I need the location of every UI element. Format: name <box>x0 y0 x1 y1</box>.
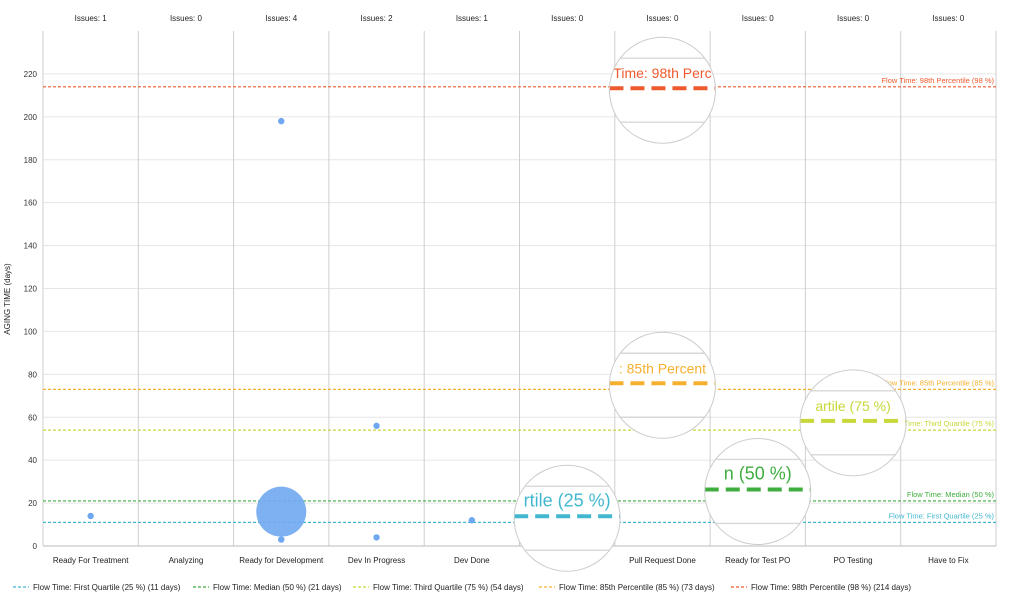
x-category-label: Ready for Development <box>239 556 324 565</box>
y-tick-label: 80 <box>28 370 37 379</box>
data-point <box>373 534 380 541</box>
magnifier-lens: n (50 %) <box>704 438 811 545</box>
magnifier-border <box>608 331 716 439</box>
y-tick-label: 200 <box>24 113 38 122</box>
y-tick-label: 40 <box>28 456 37 465</box>
issue-count-label: Issues: 2 <box>361 14 394 23</box>
data-point <box>87 512 94 520</box>
issue-count-label: Issues: 4 <box>265 14 298 23</box>
legend-label: Flow Time: 98th Percentile (98 %) (214 d… <box>751 583 911 592</box>
legend[interactable]: Flow Time: First Quartile (25 %) (11 day… <box>13 583 911 592</box>
legend-item[interactable]: Flow Time: Median (50 %) (21 days) <box>193 583 342 592</box>
y-tick-label: 60 <box>28 413 37 422</box>
magnifier-border <box>704 437 812 545</box>
y-tick-label: 100 <box>24 327 38 336</box>
data-point <box>373 422 380 430</box>
data-point <box>278 536 285 543</box>
x-category-label: Pull Request Done <box>629 556 696 565</box>
x-category-label: Have to Fix <box>928 556 968 565</box>
x-category-label: Ready for Test PO <box>725 556 790 565</box>
y-tick-label: 140 <box>24 242 38 251</box>
reference-line-label: Flow Time: Third Quartile (75 %) <box>886 419 994 428</box>
magnifier-lens: : 85th Percent <box>609 332 716 439</box>
magnifier-border <box>608 36 716 144</box>
y-tick-label: 220 <box>24 70 38 79</box>
legend-item[interactable]: Flow Time: 98th Percentile (98 %) (214 d… <box>731 583 911 592</box>
legend-item[interactable]: Flow Time: First Quartile (25 %) (11 day… <box>13 583 181 592</box>
magnifier-overlays: rtile (25 %) n (50 %) artile (75 %) : 85th … <box>513 36 907 572</box>
axes: 0 20 40 60 80 100 120 140 160 180 200 220 Ready For … <box>24 14 996 565</box>
issue-count-label: Issues: 0 <box>837 14 870 23</box>
magnifier-label: : 85th Percent <box>619 360 706 376</box>
y-tick-label: 0 <box>33 542 38 551</box>
y-tick-label: 120 <box>24 285 38 294</box>
data-points <box>87 117 476 543</box>
magnifier-border <box>513 464 621 572</box>
issue-count-label: Issues: 0 <box>932 14 965 23</box>
grid <box>42 31 997 546</box>
legend-label: Flow Time: 85th Percentile (85 %) (73 da… <box>559 583 715 592</box>
issue-count-label: Issues: 1 <box>75 14 108 23</box>
x-category-label: Dev In Progress <box>348 556 405 565</box>
legend-label: Flow Time: Third Quartile (75 %) (54 day… <box>373 583 524 592</box>
reference-line-label: Flow Time: First Quartile (25 %) <box>889 511 995 520</box>
magnifier-lens: rtile (25 %) <box>514 465 621 572</box>
x-category-label: PO Testing <box>834 556 873 565</box>
y-tick-label: 180 <box>24 156 38 165</box>
issue-count-label: Issues: 0 <box>551 14 584 23</box>
issue-count-label: Issues: 1 <box>456 14 489 23</box>
magnifier-lens: Time: 98th Perc <box>609 37 716 144</box>
x-category-label: Analyzing <box>169 556 204 565</box>
legend-label: Flow Time: Median (50 %) (21 days) <box>213 583 342 592</box>
issue-count-label: Issues: 0 <box>646 14 679 23</box>
legend-label: Flow Time: First Quartile (25 %) (11 day… <box>33 583 181 592</box>
x-category-label: Ready For Treatment <box>53 556 129 565</box>
magnifier-label: n (50 %) <box>724 463 792 483</box>
magnifier-border <box>799 369 907 477</box>
legend-item[interactable]: Flow Time: Third Quartile (75 %) (54 day… <box>353 583 524 592</box>
reference-line-label: Flow Time: 98th Percentile (98 %) <box>881 76 994 85</box>
data-point <box>468 517 476 524</box>
reference-line-label: Flow Time: Median (50 %) <box>907 490 995 499</box>
magnifier-label: rtile (25 %) <box>524 490 611 510</box>
y-tick-label: 160 <box>24 199 38 208</box>
issue-count-label: Issues: 0 <box>742 14 775 23</box>
data-point <box>278 117 285 125</box>
x-category-label: Dev Done <box>454 556 490 565</box>
magnifier-label: artile (75 %) <box>815 398 890 414</box>
reference-line-label: Flow Time: 85th Percentile (85 %) <box>881 378 994 387</box>
magnifier-background <box>609 37 716 144</box>
y-axis-label: AGING TIME (days) <box>3 263 12 335</box>
data-point <box>256 486 307 537</box>
y-tick-label: 20 <box>28 499 37 508</box>
magnifier-label: Time: 98th Perc <box>613 65 711 81</box>
legend-item[interactable]: Flow Time: 85th Percentile (85 %) (73 da… <box>539 583 715 592</box>
magnifier-lens: artile (75 %) <box>800 369 907 476</box>
issue-count-label: Issues: 0 <box>170 14 203 23</box>
